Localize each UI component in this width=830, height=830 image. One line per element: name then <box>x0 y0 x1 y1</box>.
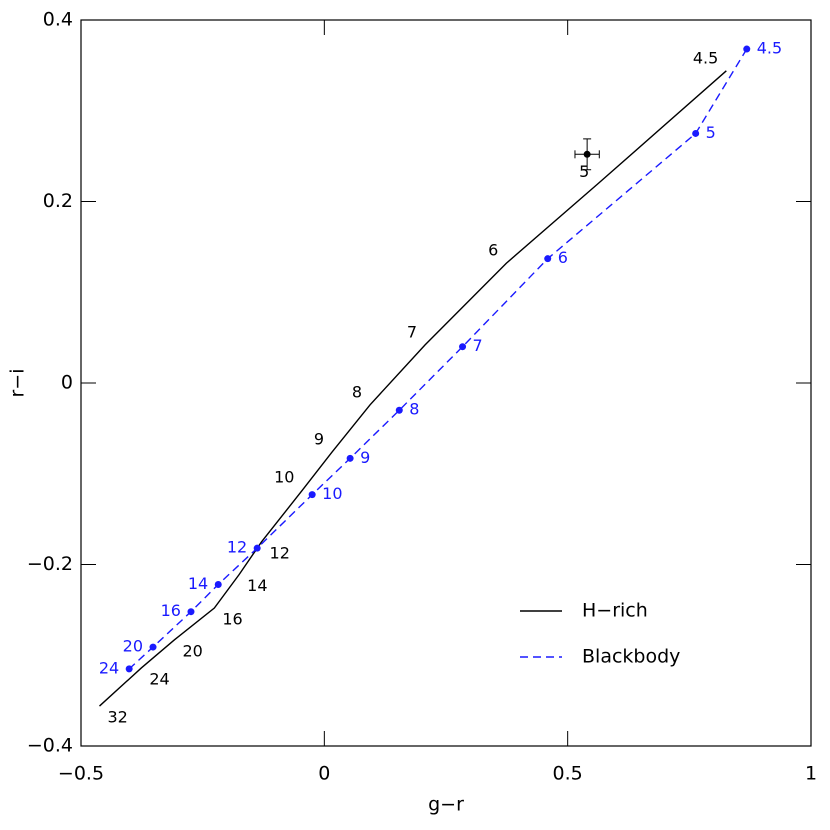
observed-point <box>583 150 591 158</box>
point-label: 9 <box>360 448 370 467</box>
point-label: 24 <box>99 658 119 677</box>
plot-frame <box>80 19 812 747</box>
point <box>253 544 261 552</box>
point-label: 14 <box>188 574 208 593</box>
point-label: 16 <box>161 601 181 620</box>
y-axis-label: r−i <box>7 368 29 397</box>
point-label: 5 <box>579 162 589 181</box>
point <box>308 491 316 499</box>
point-label: 14 <box>247 576 267 595</box>
legend-label: Blackbody <box>582 646 680 668</box>
point-label: 10 <box>322 484 342 503</box>
legend-label: H−rich <box>582 600 648 622</box>
y-tick-label: 0 <box>61 372 73 394</box>
point <box>395 406 403 414</box>
point-label: 20 <box>123 637 143 656</box>
point <box>692 129 700 137</box>
point-label: 7 <box>407 322 417 341</box>
point-label: 16 <box>222 610 242 629</box>
point-label: 5 <box>706 123 716 142</box>
point-label: 6 <box>558 248 568 267</box>
point-label: 10 <box>274 468 294 487</box>
point <box>544 255 552 263</box>
point-label: 9 <box>314 429 324 448</box>
point <box>187 608 195 616</box>
point <box>743 45 751 53</box>
series-line <box>99 70 727 707</box>
point <box>214 580 222 588</box>
point-label: 8 <box>409 400 419 419</box>
series-line <box>128 48 748 670</box>
point-label: 7 <box>473 336 483 355</box>
point-label: 24 <box>149 669 169 688</box>
point-label: 6 <box>488 241 498 260</box>
point-label: 20 <box>182 641 202 660</box>
y-tick-label: 0.4 <box>43 9 73 31</box>
point <box>149 643 157 651</box>
point-label: 8 <box>352 382 362 401</box>
point-label: 4.5 <box>693 48 718 67</box>
point-label: 12 <box>227 538 247 557</box>
x-axis-label: g−r <box>428 794 464 816</box>
point <box>459 343 467 351</box>
y-tick-label: 0.2 <box>43 190 73 212</box>
y-tick-label: −0.2 <box>27 553 73 575</box>
x-tick-label: 1 <box>805 763 817 785</box>
x-tick-label: 0 <box>318 763 330 785</box>
point-label: 4.5 <box>757 39 782 58</box>
x-tick-label: −0.5 <box>58 763 104 785</box>
point <box>346 454 354 462</box>
y-tick-label: −0.4 <box>27 735 73 757</box>
point-label: 32 <box>107 708 127 727</box>
point <box>125 665 133 673</box>
x-tick-label: 0.5 <box>553 763 583 785</box>
point-label: 12 <box>270 543 290 562</box>
